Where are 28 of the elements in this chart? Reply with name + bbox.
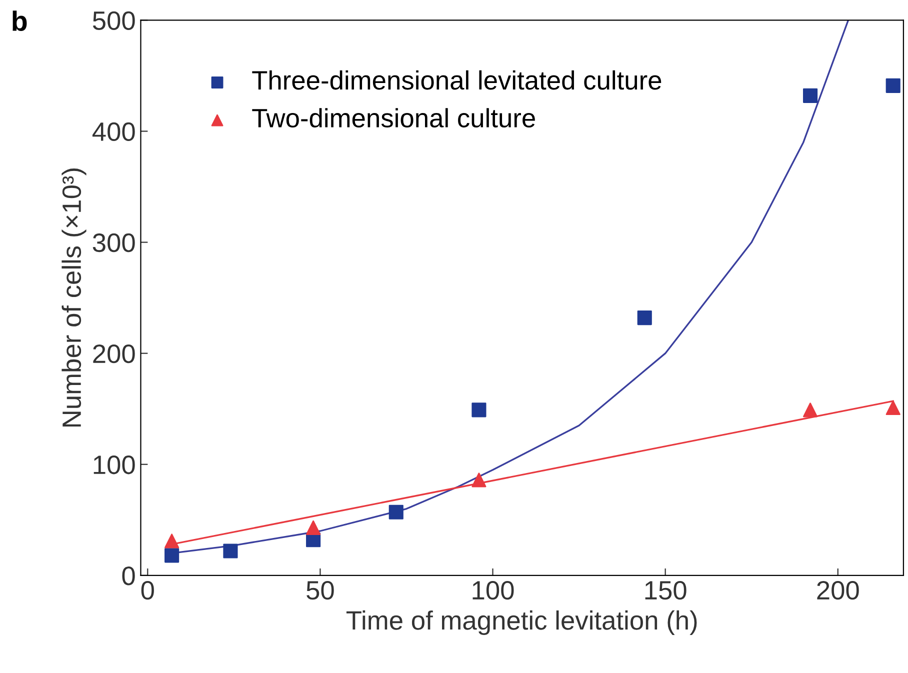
legend-label: Three-dimensional levitated culture xyxy=(252,70,662,90)
point xyxy=(472,472,486,488)
x-tick-label: 100 xyxy=(472,580,514,600)
point xyxy=(164,534,180,548)
y-tick-label: 100 xyxy=(94,456,135,474)
point xyxy=(306,520,321,535)
x-tick-label: 200 xyxy=(817,580,859,600)
point xyxy=(637,310,652,326)
point xyxy=(886,78,900,93)
point xyxy=(472,402,486,418)
point xyxy=(388,504,404,520)
x-axis-title: Time of magnetic levitation (h) xyxy=(346,610,697,636)
point xyxy=(164,548,180,563)
y-tick-label: 0 xyxy=(122,566,135,586)
x-tick-label: 0 xyxy=(141,580,154,600)
y-tick-label: 500 xyxy=(92,11,135,30)
point xyxy=(886,400,900,416)
point xyxy=(802,402,818,418)
x-tick-label: 150 xyxy=(645,580,686,600)
point xyxy=(802,88,818,103)
text: b xyxy=(12,10,27,32)
legend-label: Two-dimensional culture xyxy=(252,108,535,128)
y-axis-title: Number of cells (×10³) xyxy=(62,168,86,427)
x-tick-label: 50 xyxy=(306,580,334,600)
y-tick-label: 300 xyxy=(92,233,135,252)
y-tick-label: 200 xyxy=(93,344,135,364)
point xyxy=(223,544,238,558)
y-tick-label: 400 xyxy=(92,122,135,142)
